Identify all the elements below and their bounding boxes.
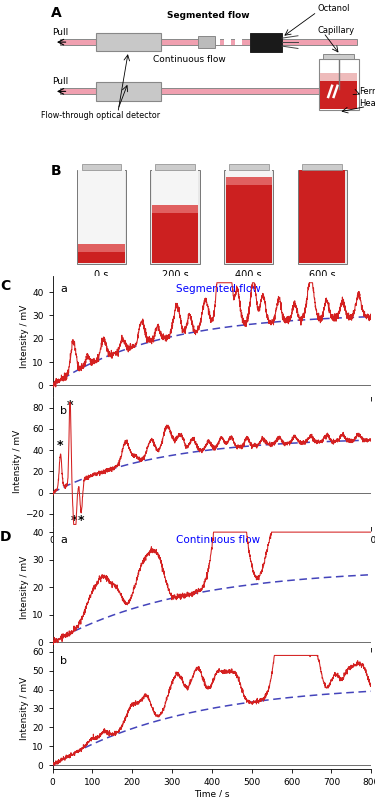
Text: Segmented flow: Segmented flow bbox=[176, 285, 261, 294]
Bar bbox=[60, 88, 357, 94]
Text: D: D bbox=[0, 530, 11, 544]
Y-axis label: Intensity / mV: Intensity / mV bbox=[20, 556, 29, 618]
Bar bbox=[155, 164, 195, 170]
Bar bbox=[96, 39, 160, 45]
Text: 0 s: 0 s bbox=[94, 270, 109, 281]
Text: Continuous flow: Continuous flow bbox=[176, 535, 260, 545]
Bar bbox=[302, 164, 342, 170]
Text: a: a bbox=[60, 285, 68, 294]
Text: *: * bbox=[66, 399, 73, 412]
Bar bbox=[226, 170, 272, 178]
Text: Continuous flow: Continuous flow bbox=[153, 55, 226, 64]
Bar bbox=[226, 179, 272, 262]
Text: 600 s: 600 s bbox=[309, 270, 336, 281]
Bar bbox=[198, 36, 215, 48]
Y-axis label: Intensity / mV: Intensity / mV bbox=[20, 304, 29, 368]
Bar bbox=[96, 82, 161, 100]
Text: B: B bbox=[51, 164, 62, 178]
Text: *: * bbox=[56, 439, 63, 453]
Text: Segmented flow: Segmented flow bbox=[167, 11, 250, 20]
X-axis label: Time / s: Time / s bbox=[194, 790, 230, 797]
Bar bbox=[323, 54, 354, 59]
Bar bbox=[96, 33, 161, 51]
Text: a: a bbox=[60, 535, 68, 545]
Text: 400 s: 400 s bbox=[236, 270, 262, 281]
Bar bbox=[320, 73, 357, 81]
Bar bbox=[320, 81, 357, 109]
Text: 200 s: 200 s bbox=[162, 270, 188, 281]
Text: *: * bbox=[71, 514, 77, 527]
Text: Ferroin: Ferroin bbox=[359, 87, 375, 96]
Bar bbox=[152, 205, 198, 213]
X-axis label: Time / s: Time / s bbox=[194, 548, 230, 556]
Text: *: * bbox=[77, 514, 84, 527]
Bar bbox=[96, 88, 160, 94]
Bar bbox=[150, 170, 200, 264]
Bar bbox=[213, 39, 220, 45]
Text: Flow-through optical detector: Flow-through optical detector bbox=[41, 111, 160, 120]
Bar bbox=[81, 164, 122, 170]
Bar bbox=[319, 59, 358, 110]
Bar bbox=[152, 170, 198, 206]
Bar bbox=[60, 39, 357, 45]
Text: Octanol: Octanol bbox=[317, 4, 350, 13]
Text: C: C bbox=[0, 280, 10, 293]
Bar bbox=[78, 245, 124, 253]
Y-axis label: Intensity / mV: Intensity / mV bbox=[13, 430, 22, 493]
Y-axis label: Intensity / mV: Intensity / mV bbox=[20, 677, 29, 740]
Bar bbox=[226, 177, 272, 185]
Bar bbox=[152, 207, 198, 262]
Text: A: A bbox=[51, 6, 62, 20]
Text: Heat: Heat bbox=[359, 100, 375, 108]
Bar bbox=[77, 170, 126, 264]
Bar bbox=[234, 39, 242, 45]
Text: Capillary: Capillary bbox=[317, 26, 354, 34]
Text: b: b bbox=[60, 406, 68, 416]
Bar bbox=[229, 164, 268, 170]
Text: b: b bbox=[60, 657, 68, 666]
Bar bbox=[224, 39, 231, 45]
Bar bbox=[224, 170, 273, 264]
Text: Pull: Pull bbox=[53, 77, 69, 86]
Bar bbox=[250, 33, 282, 52]
Bar bbox=[78, 170, 124, 245]
Bar bbox=[78, 247, 124, 262]
Bar bbox=[299, 170, 345, 262]
Text: Pull: Pull bbox=[53, 28, 69, 37]
Bar bbox=[298, 170, 347, 264]
